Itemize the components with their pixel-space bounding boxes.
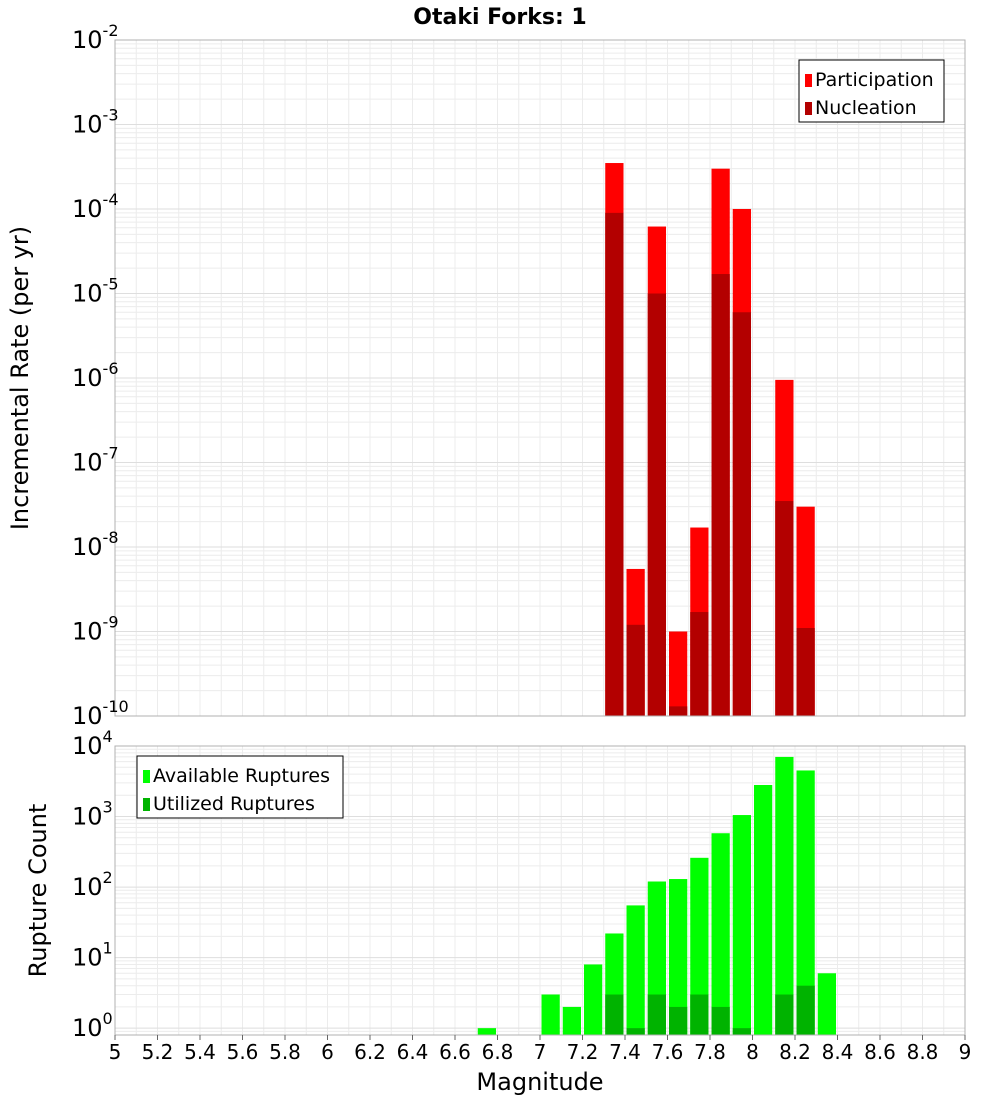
legend-label: Participation [815, 69, 934, 91]
y-tick-label: 10-9 [72, 613, 119, 646]
chart-title: Otaki Forks: 1 [413, 5, 587, 30]
x-tick-label: 7.2 [567, 1040, 599, 1064]
bar-nucleation [732, 312, 751, 716]
bar-nucleation [711, 274, 730, 716]
y-tick-label: 101 [72, 939, 113, 972]
x-tick-label: 5.2 [142, 1040, 174, 1064]
y-tick-label: 10-6 [72, 359, 119, 392]
bar-utilized-ruptures [711, 1006, 730, 1035]
x-tick-label: 7.6 [652, 1040, 684, 1064]
legend-label: Utilized Ruptures [153, 793, 315, 815]
bar-utilized-ruptures [796, 985, 815, 1035]
top-y-ticks: 10-10 10-9 10-8 10-7 10-6 10-5 10-4 10-3 10-2 [72, 21, 129, 730]
bar-available-ruptures [796, 770, 815, 1035]
bar-available-ruptures [732, 815, 751, 1035]
x-tick-label: 8.6 [864, 1040, 896, 1064]
bar-nucleation [669, 706, 688, 716]
x-tick-label: 5.4 [184, 1040, 216, 1064]
x-tick-label: 6.8 [482, 1040, 514, 1064]
bottom-y-ticks: 100 101 102 103 104 [72, 727, 113, 1042]
y-tick-label: 10-4 [72, 190, 119, 223]
x-tick-label: 5 [109, 1040, 122, 1064]
bar-available-ruptures [754, 785, 773, 1035]
y-tick-label: 104 [72, 727, 113, 760]
legend-box [136, 755, 344, 819]
bar-available-ruptures [477, 1028, 496, 1035]
x-tick-label: 8.4 [822, 1040, 854, 1064]
legend-swatch [143, 798, 150, 811]
x-tick-label: 7.8 [694, 1040, 726, 1064]
bar-nucleation [626, 624, 645, 716]
bar-available-ruptures [541, 994, 560, 1035]
legend-swatch [805, 102, 812, 115]
bottom-legend: Available Ruptures Utilized Ruptures [136, 755, 344, 819]
x-tick-label: 6.2 [354, 1040, 386, 1064]
x-ticks: 5 5.2 5.4 5.6 5.8 6 6.2 6.4 6.6 6.8 7 7.2 7.4 7.6 7.8 8… [109, 1035, 972, 1064]
bar-nucleation [647, 293, 666, 716]
x-tick-label: 7 [534, 1040, 547, 1064]
top-bars [605, 163, 815, 717]
top-plot-frame [114, 39, 966, 717]
top-grid [114, 39, 966, 717]
x-tick-label: 6.4 [397, 1040, 429, 1064]
x-tick-label: 8.8 [907, 1040, 939, 1064]
bar-utilized-ruptures [626, 1028, 645, 1035]
legend-swatch [805, 74, 812, 87]
bar-available-ruptures [584, 964, 603, 1035]
legend-box [798, 59, 945, 123]
bottom-panel: 100 101 102 103 104 5 5.2 5.4 5.6 5.8 6 6.2 6.4 6.6 6… [24, 727, 971, 1096]
y-tick-label: 103 [72, 798, 113, 831]
legend-swatch [143, 770, 150, 783]
y-tick-label: 102 [72, 868, 113, 901]
y-tick-label: 10-8 [72, 528, 119, 561]
x-tick-label: 8 [746, 1040, 759, 1064]
legend-label: Available Ruptures [153, 765, 330, 787]
y-tick-label: 10-7 [72, 444, 119, 477]
y-tick-label: 10-2 [72, 21, 119, 54]
y-tick-label: 100 [72, 1009, 113, 1042]
bar-available-ruptures [775, 756, 794, 1035]
bar-utilized-ruptures [605, 994, 624, 1035]
bar-available-ruptures [690, 857, 709, 1035]
x-tick-label: 7.4 [609, 1040, 641, 1064]
bar-utilized-ruptures [690, 994, 709, 1035]
x-tick-label: 5.6 [227, 1040, 259, 1064]
bar-utilized-ruptures [732, 1028, 751, 1035]
bar-utilized-ruptures [669, 1006, 688, 1035]
bar-nucleation [796, 628, 815, 716]
x-axis-label: Magnitude [476, 1068, 603, 1096]
bar-utilized-ruptures [647, 994, 666, 1035]
bar-available-ruptures [817, 973, 836, 1035]
bar-available-ruptures [626, 905, 645, 1035]
legend-label: Nucleation [815, 97, 917, 119]
x-tick-label: 6 [321, 1040, 334, 1064]
bottom-grid [114, 745, 966, 1036]
bottom-bars [477, 756, 836, 1035]
top-y-axis-label: Incremental Rate (per yr) [6, 226, 34, 530]
bar-nucleation [690, 612, 709, 716]
y-tick-label: 10-3 [72, 106, 119, 139]
x-tick-label: 5.8 [269, 1040, 301, 1064]
bar-available-ruptures [562, 1006, 581, 1035]
bar-utilized-ruptures [775, 994, 794, 1035]
top-panel: 10-10 10-9 10-8 10-7 10-6 10-5 10-4 10-3 10-2 In… [6, 21, 966, 730]
bar-participation [669, 631, 688, 716]
x-tick-label: 9 [959, 1040, 972, 1064]
y-tick-label: 10-5 [72, 275, 119, 308]
bar-nucleation [605, 212, 624, 716]
y-tick-label: 10-10 [72, 697, 129, 730]
bottom-y-axis-label: Rupture Count [24, 804, 52, 978]
top-legend: Participation Nucleation [798, 59, 945, 123]
x-tick-label: 6.6 [439, 1040, 471, 1064]
bar-available-ruptures [669, 879, 688, 1035]
bar-available-ruptures [711, 833, 730, 1035]
x-tick-label: 8.2 [779, 1040, 811, 1064]
bar-nucleation [775, 501, 794, 716]
